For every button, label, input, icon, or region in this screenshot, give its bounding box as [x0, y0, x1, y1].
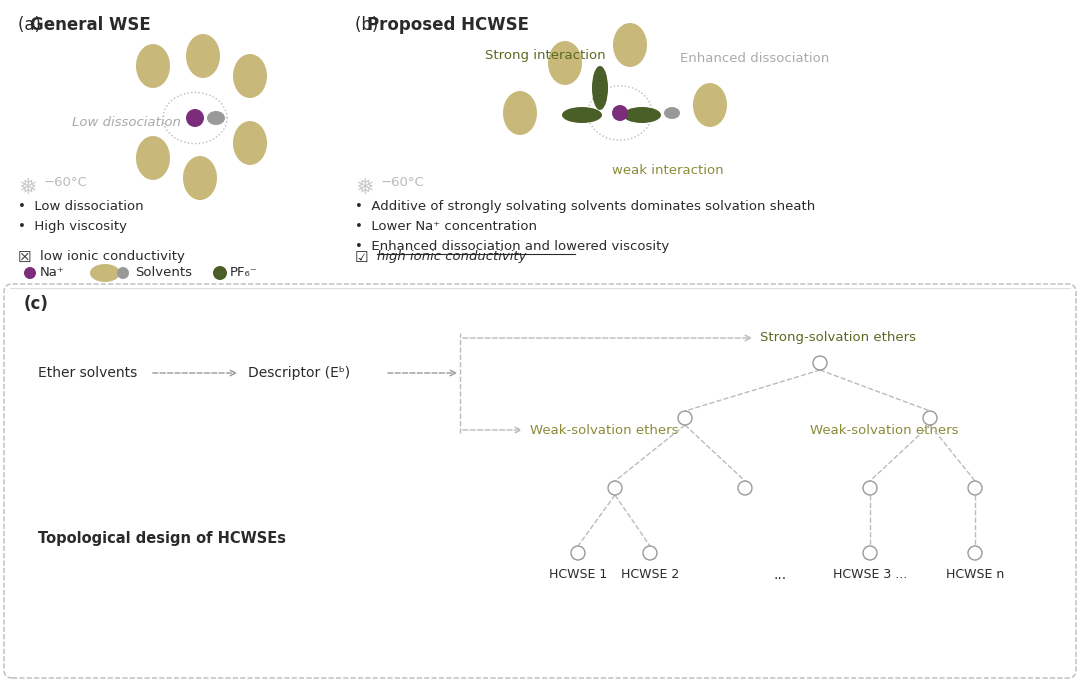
Text: Na⁺: Na⁺: [40, 266, 65, 279]
Text: HCWSE 1: HCWSE 1: [549, 568, 607, 581]
Ellipse shape: [24, 267, 36, 279]
Text: high ionic conductivity: high ionic conductivity: [377, 250, 527, 263]
Ellipse shape: [612, 105, 627, 121]
Ellipse shape: [90, 264, 120, 282]
Ellipse shape: [592, 66, 608, 110]
Ellipse shape: [233, 121, 267, 165]
Text: •  Enhanced dissociation and lowered viscosity: • Enhanced dissociation and lowered visc…: [355, 240, 670, 253]
Text: Descriptor (Eᵇ): Descriptor (Eᵇ): [248, 366, 350, 380]
FancyBboxPatch shape: [4, 284, 1076, 678]
Text: Proposed HCWSE: Proposed HCWSE: [367, 16, 529, 34]
Ellipse shape: [136, 136, 170, 180]
Text: (a): (a): [18, 16, 46, 34]
Ellipse shape: [613, 23, 647, 67]
Text: •  Low dissociation: • Low dissociation: [18, 200, 144, 213]
Ellipse shape: [136, 44, 170, 88]
Text: Topological design of HCWSEs: Topological design of HCWSEs: [38, 530, 286, 546]
Text: PF₆⁻: PF₆⁻: [230, 266, 258, 279]
Text: •  High viscosity: • High viscosity: [18, 220, 127, 233]
Text: HCWSE 2: HCWSE 2: [621, 568, 679, 581]
Text: ☒: ☒: [18, 250, 31, 265]
Text: Weak-solvation ethers: Weak-solvation ethers: [810, 424, 959, 436]
Text: ☑: ☑: [355, 250, 368, 265]
Ellipse shape: [562, 107, 602, 123]
Ellipse shape: [664, 107, 680, 119]
Text: Strong interaction: Strong interaction: [485, 48, 606, 61]
Ellipse shape: [233, 54, 267, 98]
Text: ❅: ❅: [18, 178, 37, 198]
Text: •  Lower Na⁺ concentration: • Lower Na⁺ concentration: [355, 220, 537, 233]
Ellipse shape: [693, 83, 727, 127]
Ellipse shape: [207, 111, 225, 125]
Text: •  Additive of strongly solvating solvents dominates solvation sheath: • Additive of strongly solvating solvent…: [355, 200, 815, 213]
Text: Low dissociation: Low dissociation: [72, 116, 180, 129]
Text: ❅: ❅: [355, 178, 374, 198]
Ellipse shape: [548, 41, 582, 85]
Ellipse shape: [186, 34, 220, 78]
Text: HCWSE 3 ...: HCWSE 3 ...: [833, 568, 907, 581]
Text: −60°C: −60°C: [381, 176, 424, 189]
Ellipse shape: [623, 107, 661, 123]
Text: ...: ...: [773, 568, 786, 582]
Ellipse shape: [213, 266, 227, 280]
Text: Ether solvents: Ether solvents: [38, 366, 137, 380]
Ellipse shape: [117, 267, 129, 279]
Ellipse shape: [183, 156, 217, 200]
Text: −60°C: −60°C: [44, 176, 87, 189]
Text: low ionic conductivity: low ionic conductivity: [40, 250, 185, 263]
Text: (c): (c): [24, 295, 49, 313]
Text: (b): (b): [355, 16, 383, 34]
Text: Solvents: Solvents: [135, 266, 192, 279]
Ellipse shape: [503, 91, 537, 135]
Text: HCWSE n: HCWSE n: [946, 568, 1004, 581]
Text: weak interaction: weak interaction: [612, 164, 724, 178]
Text: Enhanced dissociation: Enhanced dissociation: [680, 52, 829, 65]
Text: Strong-solvation ethers: Strong-solvation ethers: [760, 332, 916, 345]
Text: General WSE: General WSE: [30, 16, 151, 34]
Text: Weak-solvation ethers: Weak-solvation ethers: [530, 424, 678, 436]
Ellipse shape: [186, 109, 204, 127]
